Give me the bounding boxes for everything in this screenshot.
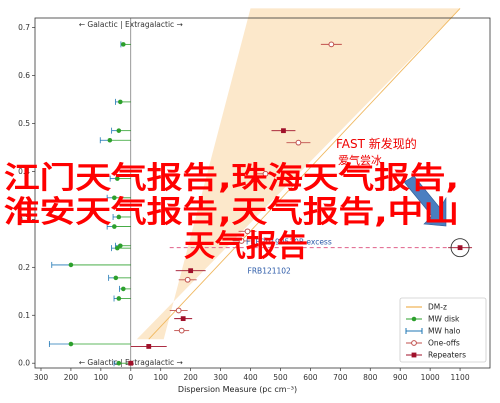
one-off-point — [244, 228, 251, 235]
one-off-point — [328, 41, 335, 48]
x-tick-label: 100 — [94, 373, 109, 382]
one-off-point — [184, 276, 191, 283]
legend-label: MW disk — [428, 315, 460, 324]
x-tick-label: 1000 — [421, 373, 440, 382]
fast-annotation-line2: 爱气尝冰 — [338, 153, 382, 167]
one-off-point — [238, 238, 245, 244]
y-tick-label: 0.7 — [18, 23, 30, 32]
x-axis-title: Dispersion Measure (pc cm⁻³) — [178, 385, 297, 394]
x-tick-label: 200 — [64, 373, 79, 382]
mw-disk-point — [107, 137, 113, 143]
mw-disk-point — [68, 262, 74, 268]
y-tick-label: 0.6 — [18, 71, 30, 80]
overlay-line-3: 天气报告 — [184, 229, 308, 264]
repeater-point — [180, 316, 186, 322]
dmz-median-line — [148, 8, 461, 340]
x-tick-label: 900 — [393, 373, 408, 382]
x-tick-label: 400 — [243, 373, 258, 382]
mw-disk-point — [116, 214, 122, 220]
mw-disk-point — [115, 245, 120, 251]
legend-one-offs-marker — [411, 340, 417, 346]
frb121102-label: FRB121102 — [248, 267, 292, 276]
plot-frame — [34, 17, 491, 369]
mw-disk-point — [112, 224, 117, 229]
one-off-point — [178, 327, 185, 334]
fast-annotation-line1: FAST 新发现的 — [336, 136, 417, 151]
x-tick-label: 300 — [34, 373, 49, 382]
x-tick-label: 100 — [154, 373, 169, 382]
one-off-point — [295, 139, 302, 146]
repeater-point — [146, 344, 152, 349]
data-layer — [48, 41, 473, 367]
mw-disk-point — [118, 99, 123, 105]
x-tick-label: 200 — [183, 373, 198, 382]
frb20190520b-label: FRB20190520B excess — [246, 238, 332, 247]
x-tick-label: 700 — [333, 373, 348, 382]
y-tick-label: 0.1 — [18, 311, 30, 320]
legend-label: Repeaters — [428, 351, 466, 360]
mw-disk-point — [115, 176, 120, 181]
x-tick-label: 600 — [303, 373, 318, 382]
repeater-point — [457, 245, 463, 251]
y-tick-label: 0.3 — [18, 215, 30, 224]
mw-disk-point — [116, 360, 122, 366]
mw-disk-point — [121, 42, 126, 47]
galactic-label-top: ← Galactic | Extragalactic → — [79, 20, 183, 29]
y-tick-label: 0.5 — [18, 119, 30, 128]
x-tick-label: 300 — [213, 373, 228, 382]
annotation-layer: FRB20190520B excess FRB121102 FAST 新发现的爱气尝… — [169, 136, 470, 276]
legend: DM-z MW disk MW halo One-offs Repeaters — [399, 297, 487, 363]
dmz-band-layer — [136, 8, 461, 340]
frb20190520b-circle — [450, 238, 470, 258]
overlay-line-1: 江门天气报告,珠海天气报告, — [4, 161, 459, 196]
x-tick-label: 0 — [128, 373, 133, 382]
y-tick-label: 0.0 — [18, 359, 30, 368]
one-off-point — [175, 307, 182, 314]
legend-mw-disk-marker — [411, 316, 417, 322]
y-tick-label: 0.4 — [18, 167, 30, 176]
y-tick-label: 0.2 — [18, 263, 30, 272]
fast-arrow-icon — [403, 175, 447, 227]
x-tick-label: 500 — [273, 373, 288, 382]
legend-label: One-offs — [428, 339, 460, 348]
legend-label: MW halo — [428, 327, 461, 336]
mw-disk-point — [112, 195, 117, 201]
mw-disk-point — [116, 128, 122, 133]
repeater-point — [128, 360, 134, 366]
overlay-line-2: 淮安天气报告,天气报告,中山 — [4, 195, 459, 230]
mw-disk-point — [116, 296, 122, 301]
legend-repeaters-marker — [411, 352, 417, 358]
x-tick-label: 1100 — [451, 373, 470, 382]
dmz-band-fill — [136, 8, 461, 340]
one-off-point — [262, 170, 269, 177]
x-tick-label: 800 — [363, 373, 378, 382]
repeater-point — [281, 128, 286, 134]
mw-disk-point — [121, 286, 126, 292]
legend-box — [399, 297, 487, 363]
mw-disk-point — [68, 341, 74, 347]
repeater-point — [188, 268, 194, 274]
mw-disk-point — [113, 275, 119, 281]
legend-label: DM-z — [428, 303, 447, 312]
